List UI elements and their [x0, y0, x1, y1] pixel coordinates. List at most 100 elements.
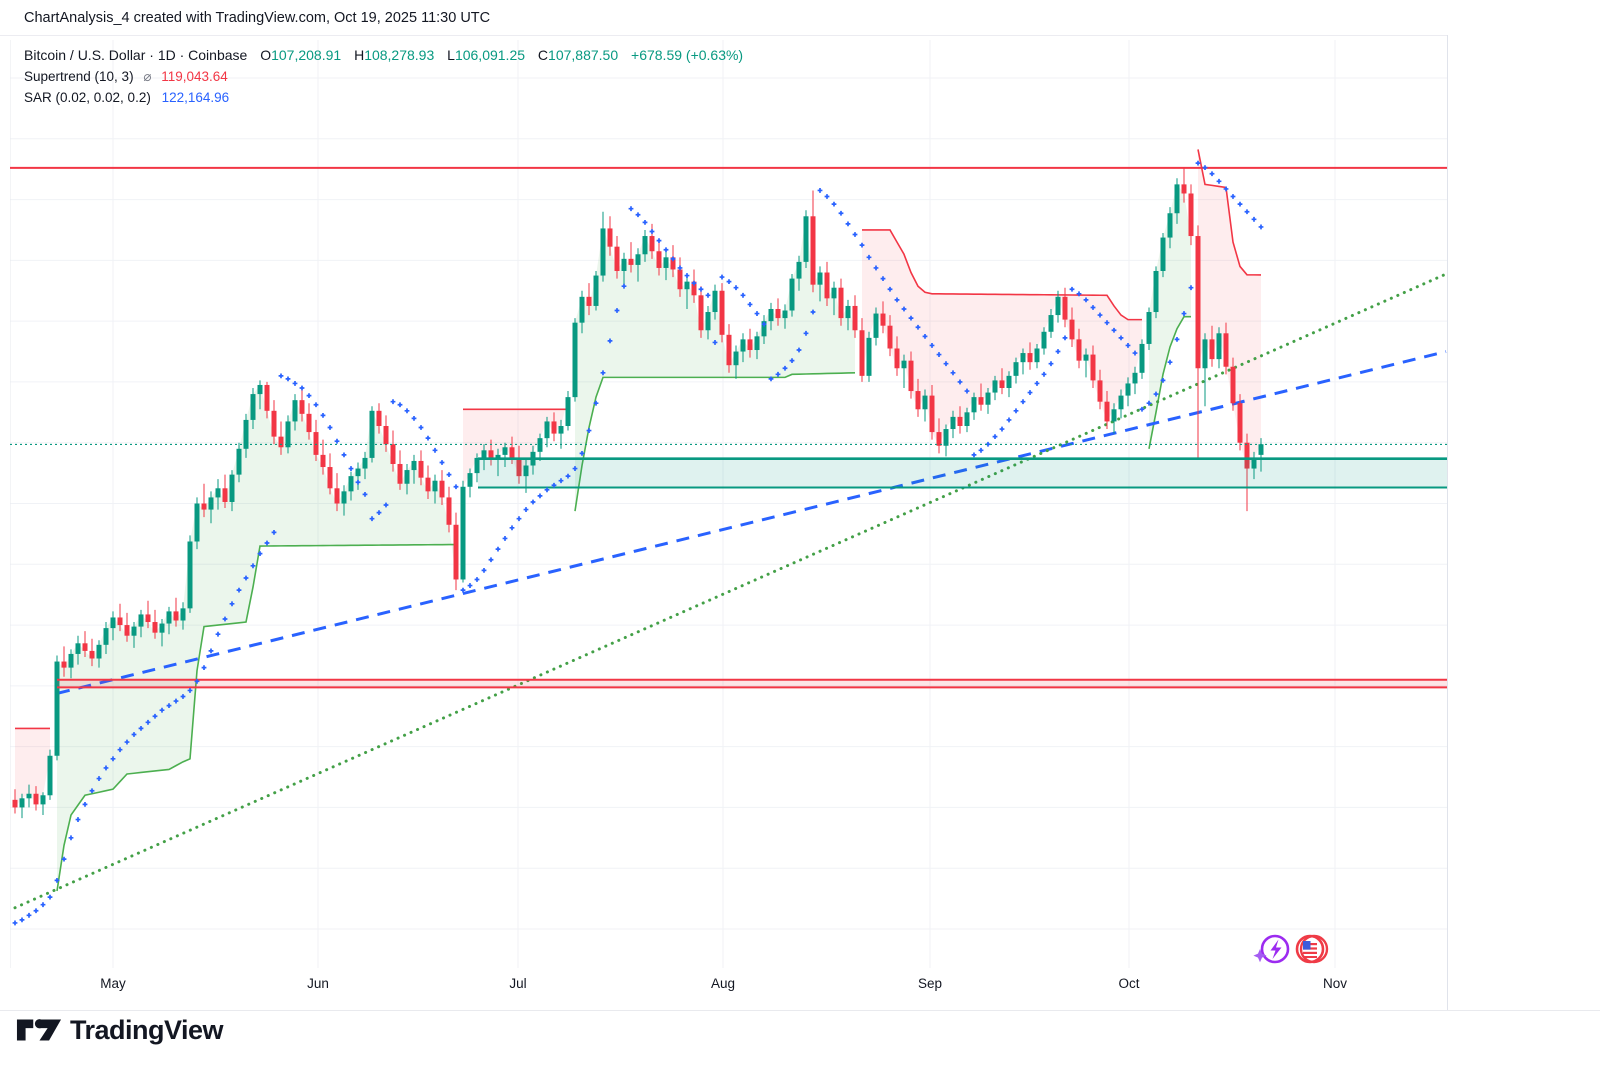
candle-body: [278, 436, 284, 448]
sar-dot: [180, 694, 186, 699]
sar-dot: [1216, 178, 1222, 184]
supertrend-line-up: [574, 372, 856, 512]
candle-body: [362, 457, 368, 469]
candle-body: [516, 457, 522, 477]
candle-body: [40, 795, 46, 805]
candle-body: [460, 486, 466, 580]
usa-flag-coin-icon[interactable]: [1295, 934, 1329, 964]
sar-dot: [306, 393, 312, 399]
candle-body: [488, 450, 494, 460]
month-label-oct: Oct: [1118, 976, 1140, 991]
sar-dot: [950, 370, 956, 376]
sar-dot: [1230, 194, 1236, 199]
sar-label[interactable]: SAR (0.02, 0.02, 0.2): [24, 90, 151, 105]
ai-lightning-icon[interactable]: [1253, 934, 1290, 964]
symbol-title[interactable]: Bitcoin / U.S. Dollar · 1D · Coinbase: [24, 47, 248, 63]
sar-dot: [320, 412, 326, 418]
average-sign-icon: ⌀: [143, 69, 152, 84]
candle-body: [572, 322, 578, 398]
sar-dot: [971, 452, 977, 458]
candle-body: [1083, 354, 1089, 361]
candle-body: [1202, 339, 1208, 369]
candle-body: [621, 258, 627, 271]
candle-body: [1251, 457, 1257, 469]
candle-body: [565, 397, 571, 426]
sar-dot: [726, 279, 732, 285]
sar-dot: [278, 373, 284, 379]
sar-dot: [236, 587, 242, 593]
sar-dot: [173, 698, 179, 704]
sar-dot: [1034, 381, 1040, 386]
candle-body: [194, 503, 200, 542]
candle-body: [1020, 353, 1026, 363]
sar-dot: [271, 529, 277, 535]
candle-body: [635, 254, 641, 265]
sar-dot: [250, 563, 256, 569]
sar-dot: [341, 452, 347, 458]
sar-dot: [397, 402, 403, 408]
candle-body: [1174, 184, 1180, 214]
legend-sar-row[interactable]: SAR (0.02, 0.02, 0.2) 122,164.96: [24, 87, 743, 108]
time-scale[interactable]: May Jun Jul Aug Sep Oct Nov: [0, 968, 1447, 1010]
candle-body: [187, 541, 193, 609]
sar-dot: [1076, 291, 1082, 297]
low-label: L: [447, 47, 455, 63]
sar-dot: [761, 321, 767, 327]
sar-dot: [600, 370, 606, 376]
candle-body: [747, 339, 753, 351]
sar-dot: [887, 286, 893, 292]
candle-body: [467, 473, 473, 487]
candle-body: [1118, 395, 1124, 410]
sar-dot: [1055, 349, 1061, 354]
sar-dot: [852, 232, 858, 237]
tradingview-brand[interactable]: TradingView: [16, 1013, 224, 1047]
candle-body: [1013, 362, 1019, 376]
support-trendline-dotted: [13, 272, 1447, 910]
candle-body: [551, 421, 557, 434]
candle-body: [1097, 380, 1103, 402]
sar-dot: [768, 376, 774, 382]
legend-symbol-row[interactable]: Bitcoin / U.S. Dollar · 1D · Coinbase O1…: [24, 45, 743, 66]
candle-body: [1069, 319, 1075, 340]
sar-dot: [775, 371, 781, 377]
candle-body: [579, 296, 585, 323]
candle-body: [82, 643, 88, 651]
sar-dot: [467, 583, 473, 588]
candle-body: [789, 278, 795, 311]
sar-dot: [131, 732, 137, 737]
sar-dot: [201, 665, 207, 671]
sar-dot: [516, 516, 522, 522]
sar-dot: [614, 308, 620, 313]
sar-dot: [369, 516, 375, 522]
candle-body: [348, 476, 354, 492]
chart-stickers[interactable]: [1253, 930, 1329, 975]
sar-dot: [579, 450, 585, 456]
sar-dot: [733, 285, 739, 291]
sar-dot: [425, 435, 431, 441]
sar-dot: [313, 402, 319, 408]
candle-body: [1076, 339, 1082, 361]
candle-body: [110, 617, 116, 629]
plot-area[interactable]: [10, 40, 1447, 968]
candle-body: [1090, 354, 1096, 381]
sar-dot: [418, 425, 424, 430]
supertrend-label[interactable]: Supertrend (10, 3): [24, 69, 134, 84]
candle-body: [26, 793, 32, 799]
sar-dot: [383, 502, 389, 508]
sar-dot: [957, 379, 963, 385]
candle-body: [901, 360, 907, 369]
sar-dot: [845, 221, 851, 227]
candle-body: [208, 497, 214, 510]
candle-body: [418, 460, 424, 478]
candle-body: [845, 305, 851, 319]
candle-body: [1062, 296, 1068, 320]
sar-dot: [523, 507, 529, 512]
candle-body: [1244, 442, 1250, 469]
sar-dot: [355, 479, 361, 485]
legend-supertrend-row[interactable]: Supertrend (10, 3) ⌀ 119,043.64: [24, 66, 743, 87]
close-label: C: [537, 47, 549, 63]
candle-body: [19, 798, 25, 808]
candle-body: [257, 384, 263, 395]
price-scale[interactable]: 132,000.00128,000.00124,000.00120,000.00…: [1447, 35, 1600, 1010]
